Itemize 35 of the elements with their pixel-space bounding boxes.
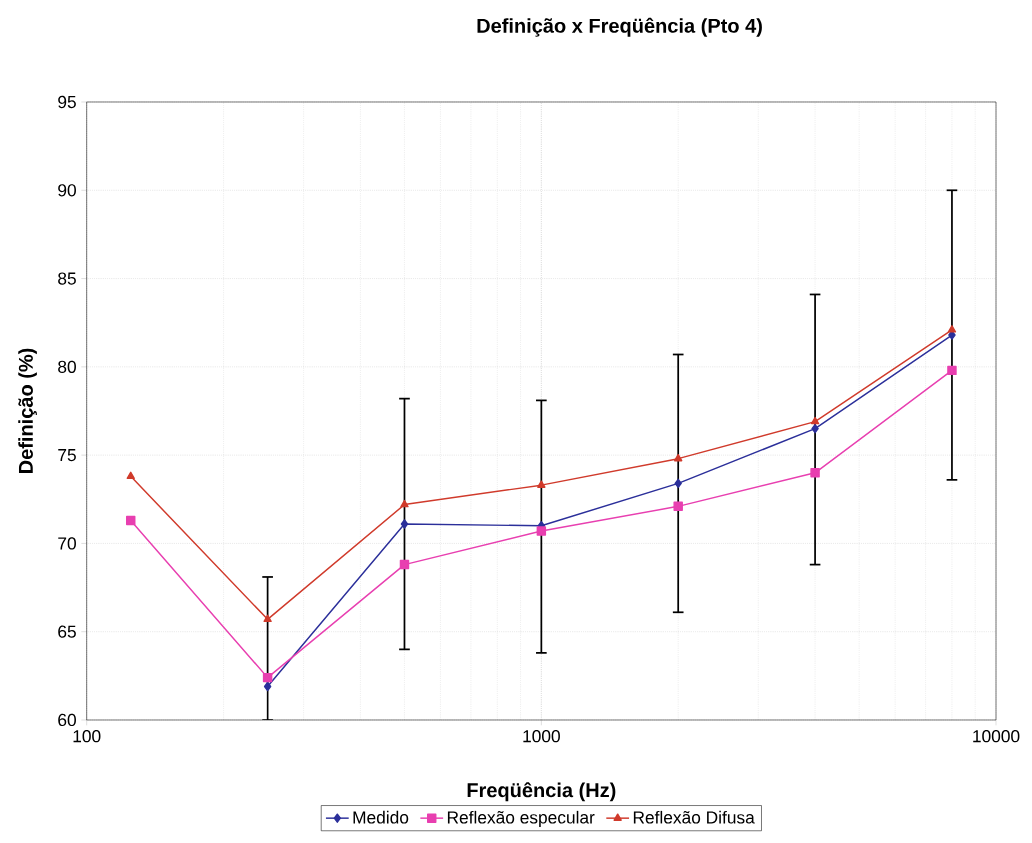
point: [263, 681, 272, 692]
point: [126, 471, 135, 480]
y-tick-label: 65: [58, 625, 76, 639]
y-axis-title: Definição (%): [18, 348, 37, 474]
y-tick-label: 80: [58, 360, 76, 374]
point: [399, 560, 410, 570]
y-tick-label: 90: [58, 184, 76, 197]
legend-label: Reflexão especular: [447, 811, 595, 828]
x-tick-label: 100: [73, 730, 101, 743]
legend-label: Reflexão Difusa: [633, 811, 755, 824]
x-tick-label: 1000: [523, 730, 560, 743]
point: [400, 500, 409, 508]
x-tick-label: 10000: [973, 730, 1020, 743]
point: [536, 526, 547, 536]
point: [262, 673, 273, 683]
legend-label: Medido: [353, 811, 409, 824]
point: [811, 424, 819, 434]
point: [810, 417, 820, 425]
point: [674, 478, 682, 489]
point: [673, 454, 683, 462]
y-tick-label: 75: [58, 449, 76, 462]
y-tick-label: 70: [58, 537, 76, 550]
point: [263, 614, 272, 623]
point: [947, 365, 957, 376]
y-tick-label: 95: [58, 96, 76, 109]
y-tick-label: 85: [58, 272, 76, 285]
point: [537, 480, 546, 489]
point: [400, 519, 409, 529]
point: [810, 468, 820, 478]
point: [947, 325, 957, 333]
y-tick-label: 60: [58, 714, 76, 727]
x-axis-title: Freqüência (Hz): [467, 782, 616, 802]
point: [673, 501, 683, 512]
point: [126, 515, 136, 526]
chart-title: Definição x Freqüência (Pto 4): [477, 17, 762, 37]
